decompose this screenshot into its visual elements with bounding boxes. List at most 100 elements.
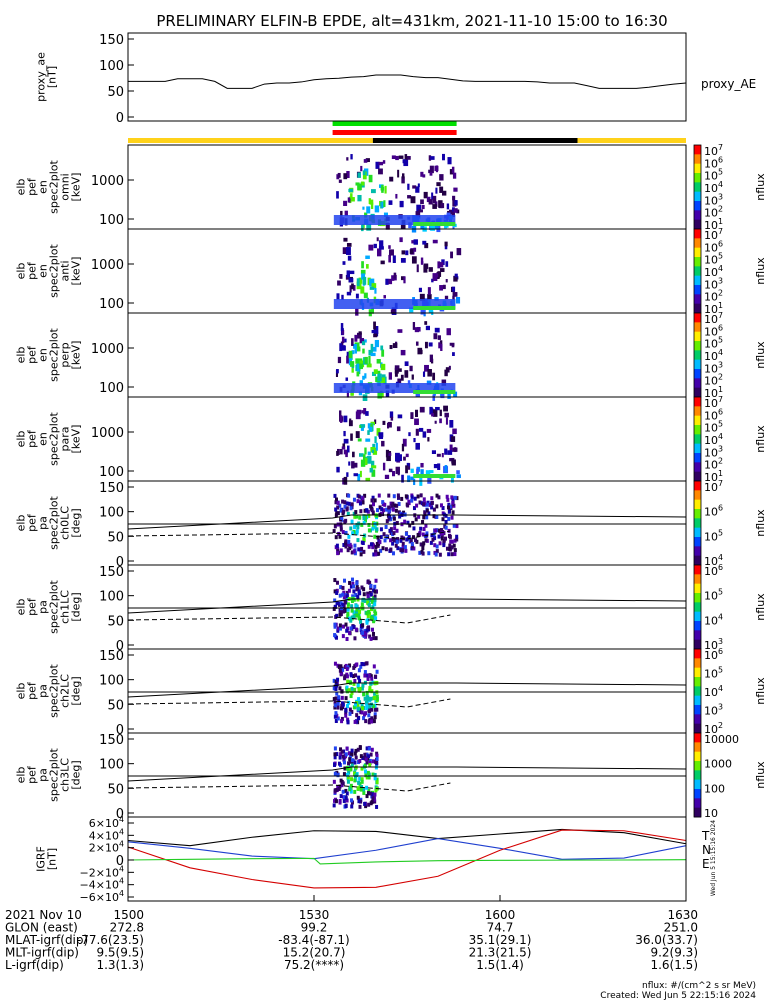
colorbar-segment — [694, 434, 701, 445]
spectrogram-cell — [361, 630, 365, 635]
spectrogram-cell — [350, 709, 354, 714]
spectrogram-cell — [344, 539, 348, 544]
spectrogram-cell — [363, 764, 367, 769]
spectrogram-cell — [357, 675, 361, 680]
spectrogram-cell — [345, 689, 349, 694]
colorbar-segment — [694, 210, 701, 221]
spectrogram-cell — [389, 531, 393, 536]
spectrogram-cell — [426, 428, 432, 433]
spectrogram-cell — [374, 544, 378, 549]
timestamp-stamp: Wed Jun 5 15:15:16 2024 — [710, 820, 717, 896]
spectrogram-cell — [338, 784, 342, 789]
spectrogram-cell — [452, 503, 456, 508]
spectrogram-cell — [340, 716, 344, 721]
spectrogram-cell — [352, 665, 356, 670]
spectrogram-cell — [429, 540, 433, 545]
spectrogram-cell — [357, 438, 362, 442]
spectrogram-cell — [433, 333, 438, 340]
spectrogram-cell — [400, 535, 404, 540]
spectrogram-cell — [344, 752, 348, 757]
spectrogram-cell — [366, 697, 370, 702]
spectrogram-cell — [332, 529, 336, 534]
spectrogram-cell — [444, 241, 448, 247]
spectrogram-cell — [364, 773, 368, 778]
spectrogram-cell — [384, 524, 388, 529]
spectrogram-cell — [453, 495, 457, 500]
spectrogram-cell — [365, 694, 369, 699]
spectrogram-cell — [338, 799, 342, 804]
spectrogram-cell — [376, 248, 382, 257]
spectrogram-cell — [391, 551, 395, 556]
panel-ylabel: perp — [59, 342, 72, 367]
panel-ylabel: [keV] — [70, 341, 83, 370]
spectrogram-cell — [359, 628, 363, 633]
colorbar-segment — [694, 611, 701, 622]
spectrogram-cell — [435, 514, 439, 519]
spectrogram-cell — [337, 695, 341, 700]
spectrogram-cell — [356, 332, 362, 339]
colorbar-tick-label: 101 — [704, 469, 723, 484]
spectrogram-cell — [360, 424, 366, 428]
panel-ylabel: ch0LC — [59, 506, 72, 540]
panel-ylabel: elb — [15, 599, 28, 616]
spectrogram-cell — [370, 800, 374, 805]
spectrogram-cell — [396, 537, 400, 542]
spectrogram-cell — [389, 538, 393, 543]
spectrogram-cell — [399, 200, 404, 208]
spectrogram-cell — [333, 622, 337, 627]
footer-units: nflux: #/(cm^2 s sr MeV) — [642, 981, 756, 991]
panel-ylabel: pef — [26, 345, 39, 364]
spectrogram-cell — [375, 804, 379, 809]
spectrogram-cell — [363, 673, 367, 678]
spectrogram-cell — [354, 342, 360, 349]
spectrogram-cell — [346, 445, 350, 453]
spectrogram-cell — [371, 346, 377, 352]
panel-ylabel: en — [37, 348, 50, 362]
spectrogram-cell — [388, 249, 394, 256]
spectrogram-cell — [404, 531, 408, 536]
spectrogram-cell — [422, 371, 426, 377]
spectrogram-cell — [357, 194, 362, 202]
spectrogram-cell — [358, 391, 363, 396]
spectrogram-cell — [434, 552, 438, 557]
spectrogram-cell — [353, 678, 357, 683]
spectrogram-cell — [342, 609, 346, 614]
spectrogram-cell — [342, 595, 346, 600]
spectrogram-cell — [364, 632, 368, 637]
colorbar-stack: 107106105104103102101nflux10710610510410… — [693, 143, 767, 820]
spectrogram-cell — [414, 418, 419, 426]
spectrogram-cell — [420, 469, 424, 477]
colorbar-tick-label: 106 — [704, 323, 723, 338]
spectrogram-cell — [400, 374, 404, 381]
spectrogram-cell — [370, 498, 374, 503]
ephem-value: 1600 — [485, 908, 516, 922]
spectrogram-cell — [447, 516, 451, 521]
spectrogram-cell — [430, 496, 434, 501]
spectrogram-cell — [373, 712, 377, 717]
spectrogram-cell — [420, 223, 425, 229]
spectrogram-cell — [336, 784, 340, 789]
spectrogram-cell — [347, 501, 351, 506]
colorbar-segment — [694, 154, 701, 165]
spectrogram-cell — [444, 295, 449, 300]
spectrogram-cell — [349, 418, 352, 425]
spectrogram-cell — [425, 515, 429, 520]
spectrogram-cell — [358, 759, 362, 764]
spectrogram-cell — [350, 777, 354, 782]
spectrogram-cell — [448, 365, 451, 370]
spectrogram-cell — [376, 237, 379, 242]
spectrogram-cell — [415, 428, 419, 436]
ytick-label: 100 — [99, 506, 124, 521]
spectrogram-cell — [362, 549, 366, 554]
spectrogram-cell — [355, 713, 359, 718]
spectrogram-cell — [338, 534, 342, 539]
spectrogram-cell — [371, 465, 377, 469]
spectrogram-cell — [394, 371, 398, 377]
spectrogram-cell — [415, 186, 420, 193]
spectrogram-cell — [351, 461, 355, 469]
ytick-label: 150 — [99, 649, 124, 664]
spectrogram-cell — [410, 476, 414, 481]
spectrogram-cell — [373, 703, 377, 708]
spectrogram-cell — [355, 411, 361, 420]
